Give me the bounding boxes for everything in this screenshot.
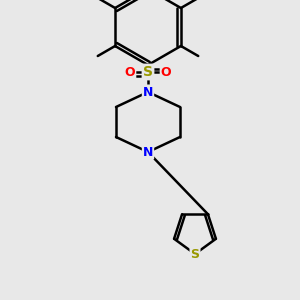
Text: S: S	[190, 248, 200, 260]
Text: N: N	[143, 85, 153, 98]
Text: O: O	[125, 65, 135, 79]
Text: S: S	[143, 65, 153, 79]
Text: N: N	[143, 146, 153, 158]
Text: O: O	[161, 65, 171, 79]
